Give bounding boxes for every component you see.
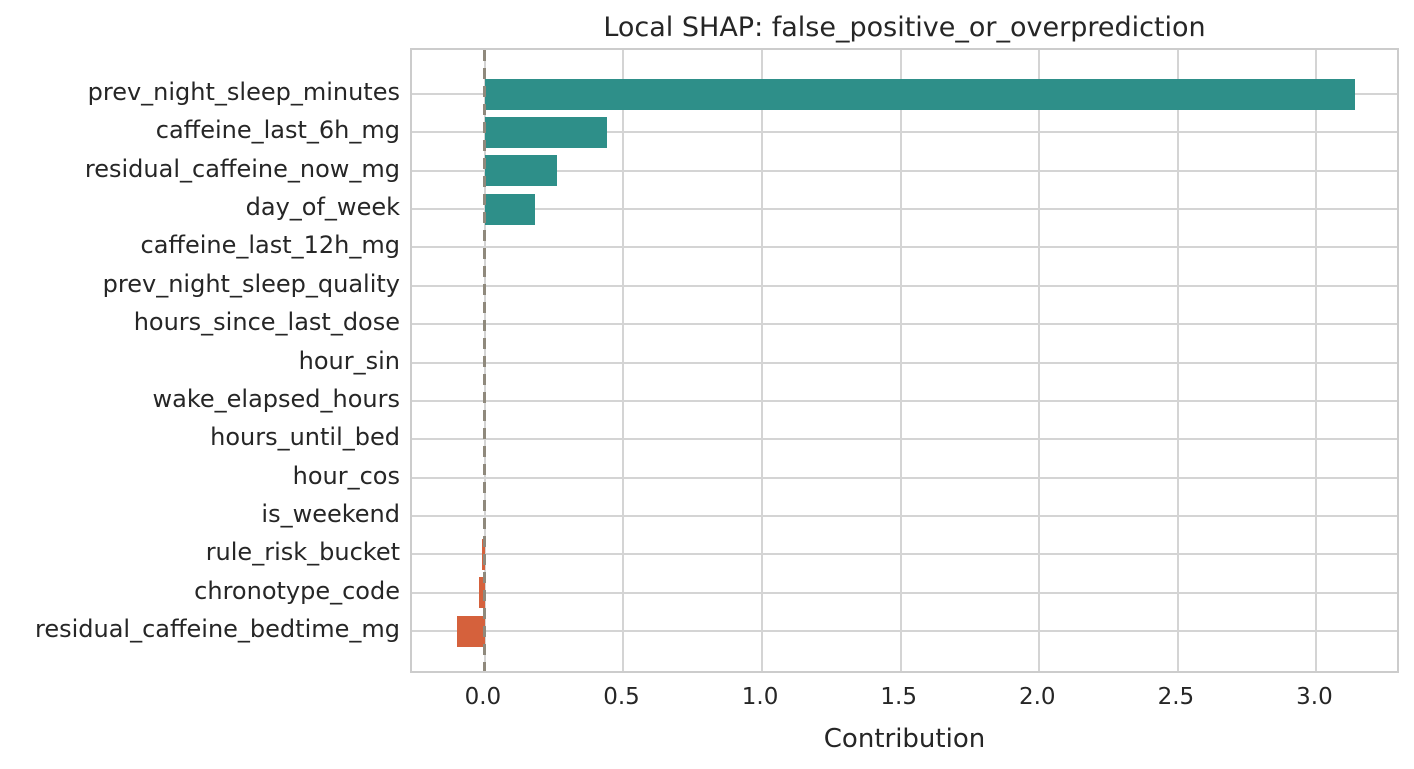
y-axis-label: prev_night_sleep_quality [102,269,400,298]
bar-prev_night_sleep_minutes [484,78,1356,110]
horizontal-gridline [412,553,1397,556]
y-axis-label: rule_risk_bucket [205,538,400,567]
vertical-gridline [1038,50,1041,671]
vertical-gridline [761,50,764,671]
y-axis-label: hours_until_bed [210,423,400,452]
zero-reference-line [483,50,487,671]
bar-day_of_week [484,193,535,225]
y-axis-label: residual_caffeine_bedtime_mg [34,615,400,643]
vertical-gridline [1176,50,1179,671]
horizontal-gridline [412,169,1397,172]
y-axis-label: prev_night_sleep_minutes [87,78,400,106]
horizontal-gridline [412,514,1397,517]
vertical-gridline [1315,50,1318,671]
x-axis-tick-label: 0.0 [464,684,502,710]
horizontal-gridline [412,630,1397,632]
x-axis-tick-label: 1.5 [880,684,917,710]
y-axis-label: hour_sin [298,346,400,375]
horizontal-gridline [412,399,1397,402]
horizontal-gridline [412,284,1397,287]
horizontal-gridline [412,323,1397,326]
horizontal-gridline [412,438,1397,441]
horizontal-gridline [412,208,1397,211]
bar-residual_caffeine_now_mg [484,155,557,187]
x-axis-tick-label: 0.5 [603,684,640,710]
y-axis-label: caffeine_last_12h_mg [140,231,401,260]
horizontal-gridline [412,476,1397,479]
plot-area [410,48,1399,673]
y-axis-label: wake_elapsed_hours [152,384,401,413]
chart-title: Local SHAP: false_positive_or_overpredic… [603,12,1206,43]
x-axis-tick-label: 3.0 [1296,684,1333,710]
horizontal-gridline [412,591,1397,594]
x-axis-tick-label: 2.0 [1018,684,1056,710]
horizontal-gridline [412,131,1397,134]
bar-chronotype_code [479,577,485,609]
bar-caffeine_last_6h_mg [484,116,607,148]
x-axis-tick-label: 1.0 [741,684,779,710]
y-axis-label: is_weekend [261,499,400,528]
vertical-gridline [622,50,625,671]
bar-residual_caffeine_bedtime_mg [457,615,485,647]
y-axis-label: hours_since_last_dose [133,308,400,337]
x-axis-tick-label: 2.5 [1157,684,1195,710]
y-axis-label: residual_caffeine_now_mg [84,154,400,183]
vertical-gridline [899,50,902,671]
y-axis-label: hour_cos [292,461,400,490]
y-axis-label: chronotype_code [194,576,400,605]
y-axis-label: day_of_week [245,193,400,222]
x-axis-label: Contribution [823,724,986,754]
y-axis-label: caffeine_last_6h_mg [155,116,400,145]
horizontal-gridline [412,246,1397,249]
horizontal-gridline [412,361,1397,364]
